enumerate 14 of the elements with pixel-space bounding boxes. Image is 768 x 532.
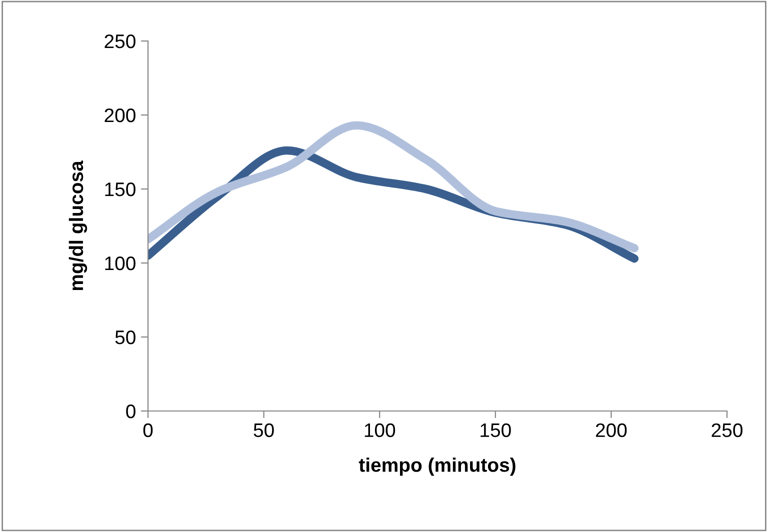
x-tick-label: 0 [143,423,153,438]
x-axis-title: tiempo (minutos) [358,458,516,476]
y-tick-label: 250 [104,34,136,48]
y-tick-label: 150 [105,182,136,196]
x-tick-label: 150 [480,423,511,438]
y-tick-label: 200 [104,108,136,122]
x-tick-label: 250 [712,423,742,438]
y-tick-label: 100 [105,256,136,270]
y-tick-label: 0 [126,404,136,418]
x-tick-label: 100 [364,423,396,438]
x-tick-label: 50 [254,423,274,438]
y-axis-title: mg/dl glucosa [68,160,88,290]
y-tick-label: 50 [115,330,136,344]
x-tick-label: 200 [596,423,627,438]
